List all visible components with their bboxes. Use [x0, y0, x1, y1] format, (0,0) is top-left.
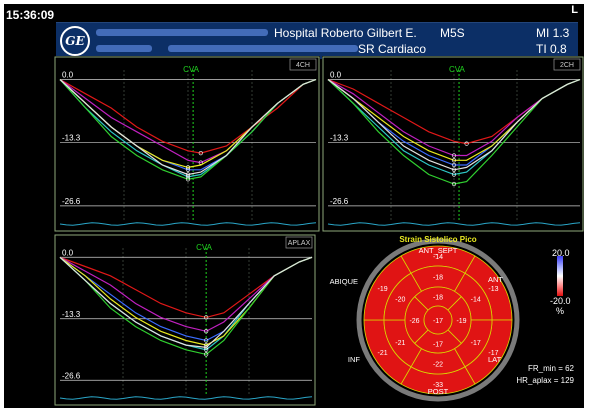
ti-value: TI 0.8: [536, 42, 567, 56]
strain-curves-aplax: 0.0 -13.3 -26.6 CVA APLAX: [54, 234, 316, 406]
apical-value: -18: [433, 295, 443, 302]
y-tick-label: -13.3: [62, 134, 81, 143]
y-tick-label: 0.0: [62, 71, 74, 80]
y-tick-label: 0.0: [330, 71, 342, 80]
mid-value: -18: [433, 275, 443, 282]
y-tick-label: -13.3: [62, 310, 81, 319]
scale-top: 20.0: [552, 248, 570, 258]
view-label-box: [285, 236, 313, 249]
hospital-name: Hospital Roberto Gilbert E.: [274, 26, 417, 40]
peak-point: [464, 141, 469, 146]
peak-point: [451, 172, 457, 177]
probe-label: M5S: [440, 26, 465, 40]
label-inf: INF: [348, 355, 361, 364]
basal-value: -19: [378, 286, 388, 293]
peak-point: [204, 352, 209, 357]
chart-frame: [322, 56, 584, 232]
fr-min-label: FR_min = 62: [527, 364, 574, 373]
y-tick-label: -26.6: [62, 197, 81, 206]
echo-display: 15:36:09 L GE Hospital Roberto Gilbert E…: [4, 4, 584, 408]
mid-value: -20: [395, 296, 405, 303]
peak-point: [198, 151, 203, 156]
orientation-label: L: [571, 4, 578, 16]
label-ant-sept: ANT_SEPT: [419, 246, 458, 255]
view-label: 2CH: [560, 62, 574, 69]
view-label: APLAX: [288, 240, 311, 247]
chart-frame: [54, 56, 320, 232]
peak-point: [185, 177, 191, 182]
scale-bottom: -20.0: [550, 296, 571, 306]
ge-logo-icon: GE: [60, 26, 90, 56]
apex-value: -17: [433, 318, 443, 325]
cva-marker-label: CVA: [449, 65, 466, 74]
mid-value: -14: [471, 296, 481, 303]
y-tick-label: -26.6: [330, 197, 349, 206]
peak-point: [204, 338, 209, 343]
clock: 15:36:09: [6, 8, 55, 22]
mi-value: MI 1.3: [536, 26, 570, 40]
redacted-date: [96, 45, 152, 52]
cva-marker-label: CVA: [183, 65, 200, 74]
peak-point: [451, 162, 457, 168]
redacted-operator: [168, 45, 358, 52]
label-abique: ABIQUE: [330, 277, 358, 286]
apical-value: -19: [456, 318, 466, 325]
y-tick-label: -13.3: [330, 134, 349, 143]
label-ant: ANT: [488, 275, 503, 284]
strain-curves-4ch: 0.0 -13.3 -26.6 CVA 4CH: [54, 56, 320, 232]
apex-segment: [423, 305, 453, 335]
y-tick-label: -26.6: [62, 371, 81, 380]
mid-value: -21: [395, 340, 405, 347]
mid-value: -17: [471, 340, 481, 347]
peak-point: [204, 329, 209, 334]
redacted-patient-name: [96, 29, 268, 36]
bullseye-panel: -14 -13 -17 -33 -21 -19 -18 -14 -17 -22 -21 -20 -18 -…: [310, 232, 570, 402]
apical-value: -26: [409, 318, 419, 325]
y-tick-label: 0.0: [62, 248, 74, 257]
label-lat: LAT: [488, 355, 502, 364]
series-line: [59, 78, 317, 176]
bullseye-outer-ring: [356, 238, 520, 402]
strain-chart-4ch: 0.0 -13.3 -26.6 CVA 4CH: [54, 56, 320, 232]
strain-chart-aplax: 0.0 -13.3 -26.6 CVA APLAX: [54, 234, 316, 406]
view-label: 4CH: [296, 62, 310, 69]
basal-value: -21: [378, 350, 388, 357]
strain-curves-2ch: 0.0 -13.3 -26.6 CVA 2CH: [322, 56, 584, 232]
peak-point: [204, 345, 209, 350]
basal-value: -13: [488, 286, 498, 293]
mid-value: -22: [433, 362, 443, 369]
scale-unit: %: [556, 306, 565, 316]
peak-point: [185, 165, 191, 170]
peak-point: [451, 158, 457, 163]
peak-point: [451, 153, 457, 158]
department-label: SR Cardiaco: [358, 42, 427, 56]
series-line: [327, 78, 581, 171]
series-line: [59, 256, 313, 349]
ecg-trace: [327, 222, 581, 226]
chart-frame: [54, 234, 316, 406]
peak-point: [451, 181, 457, 187]
hr-aplax-label: HR_aplax = 129: [516, 376, 574, 385]
series-line: [59, 78, 317, 171]
peak-point: [451, 167, 457, 172]
ecg-trace: [59, 396, 313, 400]
label-post: POST: [428, 387, 449, 396]
cva-marker-label: CVA: [196, 243, 213, 252]
basal-value: -14: [433, 254, 443, 261]
basal-value: -17: [488, 350, 498, 357]
series-line: [59, 78, 317, 154]
strain-chart-2ch: 0.0 -13.3 -26.6 CVA 2CH: [322, 56, 584, 232]
color-scale-bar: [557, 256, 563, 296]
apical-value: -17: [433, 342, 443, 349]
basal-value: -33: [433, 382, 443, 389]
view-label-box: [553, 58, 581, 71]
patient-header: GE Hospital Roberto Gilbert E. M5S SR Ca…: [56, 22, 578, 59]
view-label-box: [289, 58, 317, 71]
ecg-trace: [59, 222, 317, 226]
bullseye-title: Strain Sistolico Pico: [399, 235, 476, 244]
peak-point: [185, 172, 191, 177]
peak-point: [204, 315, 209, 320]
bullseye-plot: -14 -13 -17 -33 -21 -19 -18 -14 -17 -22 -21 -20 -18 -…: [330, 235, 520, 402]
